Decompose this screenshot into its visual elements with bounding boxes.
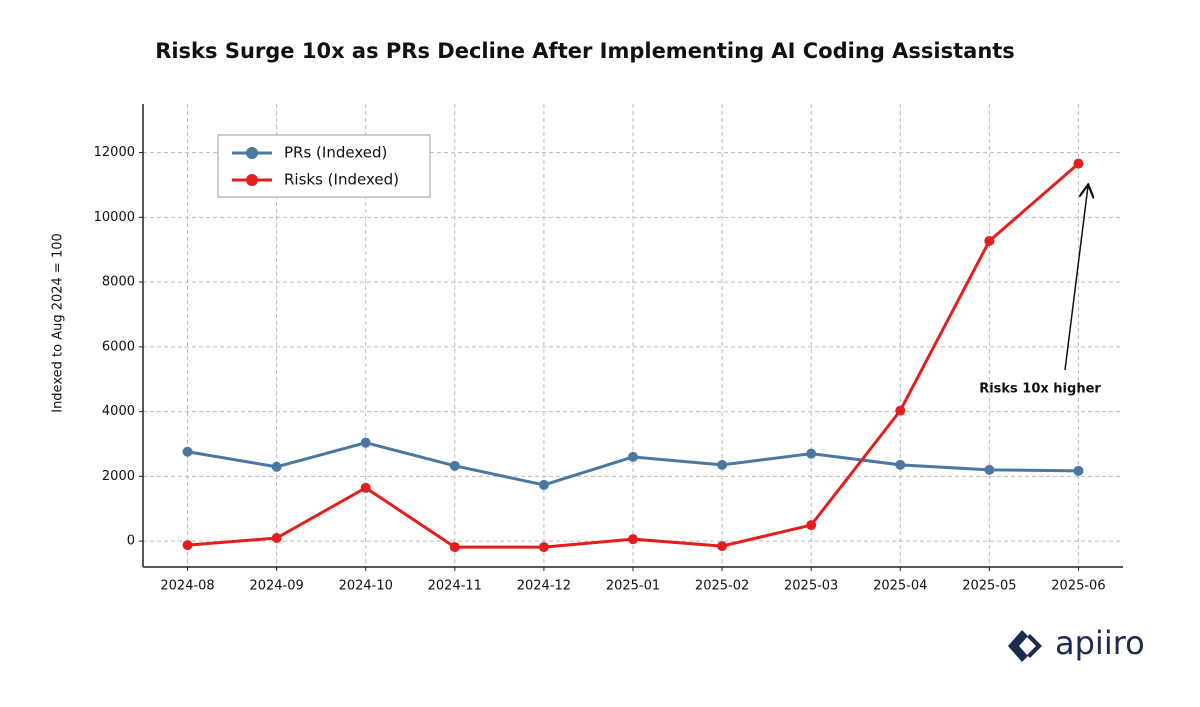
- legend-label: PRs (Indexed): [284, 144, 387, 162]
- x-tick-label: 2025-06: [1051, 579, 1105, 594]
- point: [538, 542, 549, 553]
- point: [895, 405, 906, 416]
- legend-marker: [246, 147, 258, 159]
- legend-box: [217, 134, 431, 198]
- x-tick-label: 2024-08: [160, 579, 214, 594]
- y-tick-label: 0: [127, 534, 135, 549]
- x-tick-label: 2024-09: [249, 579, 303, 594]
- point: [984, 235, 995, 246]
- x-tick-label: 2025-05: [962, 579, 1016, 594]
- point: [182, 540, 193, 551]
- plot: [182, 158, 1084, 553]
- y-tick-label: 12000: [94, 145, 135, 160]
- point: [717, 459, 728, 470]
- x-tick-label: 2024-10: [339, 579, 393, 594]
- point: [717, 541, 728, 552]
- point: [449, 542, 460, 553]
- point: [360, 482, 371, 493]
- point: [628, 534, 638, 545]
- y-tick-label: 6000: [102, 339, 135, 354]
- x-tick-label: 2024-11: [428, 579, 482, 594]
- point: [895, 459, 906, 470]
- point: [806, 448, 817, 459]
- point: [984, 464, 995, 475]
- y-tick-label: 2000: [102, 469, 135, 484]
- x-tick-label: 2024-12: [517, 579, 571, 594]
- point: [271, 533, 282, 544]
- annotation-arrow: [1064, 186, 1088, 371]
- point: [182, 446, 193, 457]
- chart-title: Risks Surge 10x as PRs Decline After Imp…: [155, 39, 1015, 63]
- point: [806, 520, 817, 531]
- logo-text: apiiro: [1055, 624, 1145, 662]
- point: [538, 479, 549, 490]
- x-tick-label: 2025-02: [695, 579, 749, 594]
- point: [628, 451, 638, 462]
- y-axis-label: Indexed to Aug 2024 = 100: [51, 233, 66, 413]
- y-tick-label: 10000: [94, 210, 135, 225]
- annotation: Risks 10x higher: [979, 382, 1101, 397]
- logo: apiiro: [1008, 624, 1145, 662]
- y-tick-label: 4000: [102, 404, 135, 419]
- x-tick-label: 2025-01: [606, 579, 660, 594]
- y-tick-label: 8000: [102, 275, 135, 290]
- point: [449, 460, 460, 471]
- point: [271, 461, 282, 472]
- point: [360, 437, 371, 448]
- grid: [143, 104, 1123, 567]
- point: [1073, 465, 1084, 476]
- legend-marker: [246, 174, 258, 186]
- x-tick-label: 2025-03: [784, 579, 838, 594]
- legend: PRs (Indexed) Risks (Indexed): [217, 134, 431, 198]
- legend-label: Risks (Indexed): [284, 171, 399, 189]
- x-tick-label: 2025-04: [873, 579, 927, 594]
- point: [1073, 158, 1084, 169]
